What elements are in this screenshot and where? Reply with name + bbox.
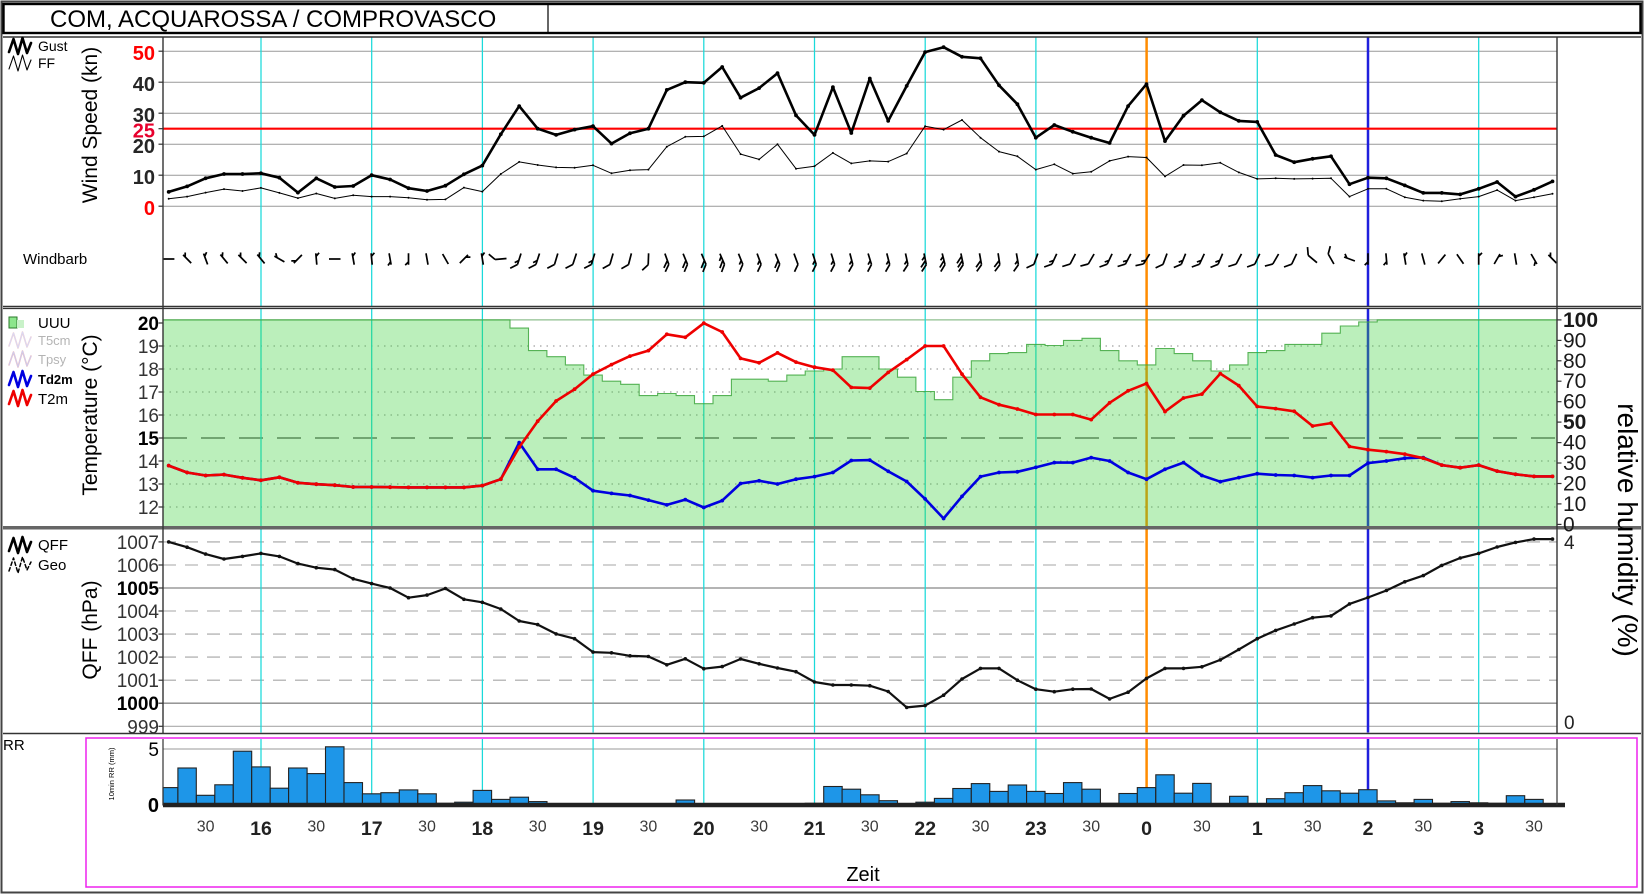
svg-text:70: 70: [1563, 370, 1586, 393]
svg-text:UUU: UUU: [38, 315, 71, 332]
svg-text:50: 50: [1563, 411, 1586, 434]
svg-text:Windbarb: Windbarb: [23, 251, 87, 268]
svg-text:1003: 1003: [117, 625, 159, 646]
svg-text:1002: 1002: [117, 648, 159, 669]
svg-text:21: 21: [804, 818, 826, 840]
svg-text:30: 30: [529, 819, 547, 836]
svg-text:20: 20: [138, 314, 159, 335]
svg-text:1004: 1004: [117, 602, 160, 623]
svg-text:Wind Speed (kn): Wind Speed (kn): [79, 47, 102, 203]
svg-text:5: 5: [148, 740, 159, 761]
svg-text:60: 60: [1563, 391, 1586, 414]
svg-text:Zeit: Zeit: [846, 864, 880, 886]
svg-text:1001: 1001: [117, 671, 159, 692]
svg-text:30: 30: [750, 819, 768, 836]
svg-text:Gust: Gust: [38, 38, 68, 54]
svg-text:18: 18: [472, 818, 494, 840]
svg-text:14: 14: [138, 452, 160, 473]
svg-text:22: 22: [914, 818, 936, 840]
svg-text:20: 20: [1563, 473, 1586, 496]
svg-text:25: 25: [133, 121, 155, 143]
svg-text:0: 0: [1141, 818, 1152, 840]
svg-text:FF: FF: [38, 55, 55, 71]
svg-text:0: 0: [144, 198, 155, 220]
svg-text:30: 30: [1563, 452, 1586, 475]
svg-text:1007: 1007: [117, 533, 159, 554]
svg-text:Td2m: Td2m: [38, 372, 73, 387]
svg-text:COM, ACQUAROSSA / COMPROVASCO: COM, ACQUAROSSA / COMPROVASCO: [50, 6, 496, 33]
svg-text:50: 50: [133, 43, 155, 65]
svg-text:1000: 1000: [117, 694, 159, 715]
svg-text:40: 40: [133, 74, 155, 96]
svg-text:30: 30: [1193, 819, 1211, 836]
svg-text:QFF: QFF: [38, 537, 68, 554]
svg-text:4: 4: [1564, 533, 1575, 554]
svg-text:15: 15: [138, 429, 160, 450]
svg-text:30: 30: [640, 819, 658, 836]
svg-text:30: 30: [972, 819, 990, 836]
svg-text:17: 17: [138, 383, 159, 404]
svg-text:12: 12: [138, 498, 159, 519]
svg-text:30: 30: [861, 819, 879, 836]
svg-text:10: 10: [133, 167, 155, 189]
svg-text:2: 2: [1363, 818, 1374, 840]
svg-text:1005: 1005: [117, 579, 160, 600]
svg-text:30: 30: [1525, 819, 1543, 836]
svg-text:30: 30: [197, 819, 215, 836]
svg-text:30: 30: [307, 819, 325, 836]
svg-text:20: 20: [133, 136, 155, 158]
svg-text:20: 20: [693, 818, 715, 840]
svg-text:10min RR (mm): 10min RR (mm): [107, 747, 116, 800]
svg-text:90: 90: [1563, 329, 1586, 352]
svg-text:40: 40: [1563, 432, 1586, 455]
svg-text:999: 999: [127, 717, 159, 738]
svg-text:80: 80: [1563, 350, 1586, 373]
svg-text:17: 17: [361, 818, 383, 840]
svg-text:T2m: T2m: [38, 391, 68, 408]
svg-text:16: 16: [138, 406, 159, 427]
svg-text:16: 16: [250, 818, 272, 840]
svg-text:RR: RR: [3, 737, 25, 754]
svg-text:Tpsy: Tpsy: [38, 352, 67, 367]
svg-text:100: 100: [1563, 309, 1598, 332]
svg-text:Geo: Geo: [38, 557, 66, 574]
svg-text:0: 0: [1564, 713, 1575, 734]
svg-text:relative humidity (%): relative humidity (%): [1612, 403, 1643, 657]
svg-text:23: 23: [1025, 818, 1047, 840]
svg-text:QFF (hPa): QFF (hPa): [79, 580, 102, 679]
svg-text:30: 30: [1304, 819, 1322, 836]
svg-text:1006: 1006: [117, 556, 159, 577]
svg-text:19: 19: [582, 818, 604, 840]
svg-text:30: 30: [418, 819, 436, 836]
svg-text:19: 19: [138, 337, 159, 358]
svg-text:18: 18: [138, 360, 159, 381]
svg-text:30: 30: [1414, 819, 1432, 836]
svg-text:0: 0: [1563, 513, 1575, 536]
svg-text:T5cm: T5cm: [38, 333, 71, 348]
svg-text:30: 30: [1082, 819, 1100, 836]
svg-text:10: 10: [1563, 493, 1586, 516]
svg-text:13: 13: [138, 475, 159, 496]
svg-text:30: 30: [133, 105, 155, 127]
svg-text:Temperature (°C): Temperature (°C): [79, 334, 102, 495]
svg-text:3: 3: [1473, 818, 1484, 840]
svg-text:0: 0: [148, 795, 159, 817]
svg-text:1: 1: [1252, 818, 1263, 840]
